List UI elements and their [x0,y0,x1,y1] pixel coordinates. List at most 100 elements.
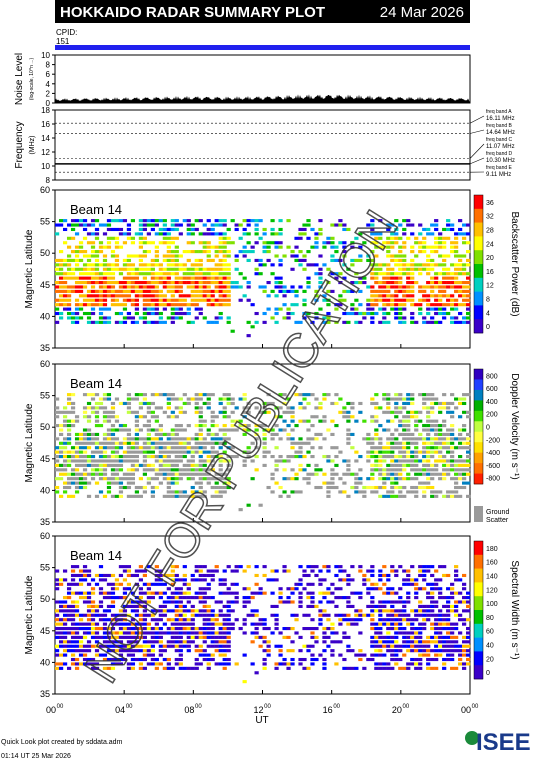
rti-cell [370,490,375,494]
rti-cell [74,582,80,586]
rti-cell [206,320,211,324]
rti-cell [134,294,140,298]
rti-cell [118,622,124,626]
rti-cell [130,410,136,414]
rti-cell [290,267,295,271]
rti-cell [214,450,219,454]
rti-cell [90,397,96,401]
rti-cell [202,627,207,631]
rti-cell [242,569,247,573]
rti-cell [442,258,447,262]
rti-cell [162,272,167,276]
rti-cell [106,481,112,485]
rti-cell [174,263,179,267]
rti-cell [78,437,84,441]
rti-cell [134,463,140,467]
rti-cell [314,573,319,578]
rti-cell [418,311,423,316]
rti-cell [114,320,120,324]
rti-cell [142,320,147,324]
rti-cell [318,613,323,617]
rti-cell [66,303,72,307]
rti-cell [194,494,199,498]
rti-cell [274,662,279,666]
rti-cell [134,644,140,648]
rti-cell [118,294,124,298]
rti-cell [126,401,132,406]
rti-cell [154,578,159,582]
rti-cell [106,307,112,311]
rti-cell [78,272,84,276]
rti-cell [402,307,407,311]
rti-cell [55,406,60,410]
rti-cell [454,463,459,467]
rti-cell [426,303,431,307]
rti-cell [162,227,167,232]
rti-cell [302,223,307,227]
rti-cell [446,267,451,271]
rti-cell [162,613,167,617]
rti-cell [386,578,391,582]
rti-cell [298,490,303,494]
rti-cell [222,303,227,307]
rti-cell [330,223,335,227]
rti-cell [82,477,88,481]
rti-cell [178,578,183,582]
colorbar-label: Doppler Velocity (m s⁻¹) [509,373,520,479]
frequency-ylabel: Frequency [14,121,25,168]
rti-cell [194,401,199,406]
rti-cell [55,298,60,302]
rti-cell [438,565,443,569]
rti-cell [454,468,459,472]
rti-cell [262,662,267,666]
rti-cell [382,604,387,608]
rti-cell [55,468,60,472]
rti-cell [110,600,116,604]
rti-cell [378,640,383,644]
rti-cell [282,657,287,662]
rti-cell [70,219,76,223]
rti-cell [242,587,247,591]
rti-cell [374,428,379,432]
rti-cell [274,424,279,428]
rti-cell [178,640,183,644]
rti-cell [198,490,203,494]
rti-cell [102,618,108,622]
rti-cell [262,401,267,406]
rti-cell [58,294,64,298]
rti-cell [310,415,315,419]
rti-cell [94,666,100,670]
rti-cell [126,459,132,463]
x-tick-label: 08 [184,705,194,715]
rti-ytick-label: 50 [40,422,50,432]
rti-cell [302,254,307,258]
rti-cell [442,227,447,232]
rti-cell [222,432,227,436]
rti-cell [386,263,391,267]
rti-cell [70,618,76,622]
rti-cell [94,236,100,240]
rti-cell [358,490,363,494]
rti-cell [162,582,167,586]
rti-cell [342,613,347,617]
rti-cell [366,587,371,591]
rti-cell [138,477,143,481]
rti-cell [406,582,411,586]
rti-cell [194,578,199,582]
rti-cell [218,477,223,481]
rti-cell [398,477,403,481]
rti-cell [254,424,259,428]
rti-cell [442,472,447,476]
rti-cell [406,272,411,276]
rti-cell [422,653,427,657]
rti-cell [386,406,391,410]
rti-cell [150,393,155,397]
rti-cell [218,635,223,639]
rti-cell [286,569,291,573]
rti-cell [450,263,455,267]
rti-cell [114,415,120,419]
rti-cell [118,227,124,232]
rti-cell [342,263,347,267]
rti-cell [114,622,120,626]
rti-cell [430,622,435,626]
